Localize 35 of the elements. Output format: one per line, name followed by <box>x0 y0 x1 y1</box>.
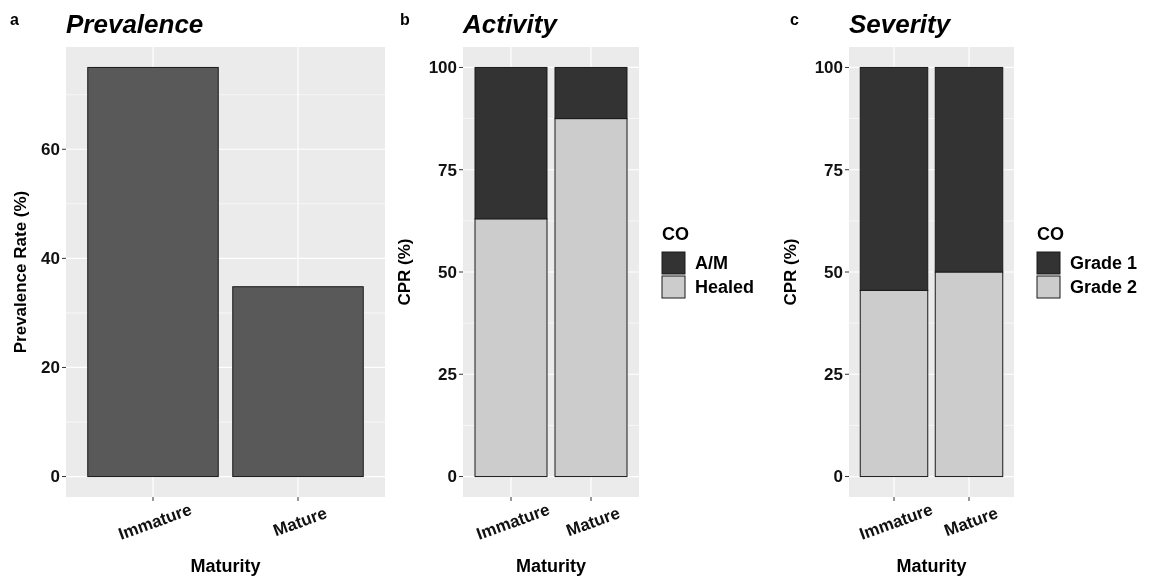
legend-title: CO <box>1037 224 1064 244</box>
y-tick-label: 75 <box>824 160 843 180</box>
legend-title: CO <box>662 224 689 244</box>
y-tick-label: 25 <box>824 365 843 385</box>
legend-label: Grade 2 <box>1070 277 1138 298</box>
chart-title: Activity <box>462 9 559 39</box>
legend-label: Healed <box>695 277 755 298</box>
y-axis-title: CPR (%) <box>395 238 414 306</box>
chart-title: Prevalence <box>66 9 204 39</box>
x-axis-title: Maturity <box>515 556 587 576</box>
y-tick-label: 0 <box>447 467 457 487</box>
y-tick-label: 50 <box>438 262 457 282</box>
y-axis-title: Prevalence Rate (%) <box>11 190 30 354</box>
y-tick-label: 40 <box>41 249 60 269</box>
y-tick-label: 20 <box>41 358 60 378</box>
legend-label: Grade 1 <box>1070 253 1138 274</box>
y-tick-label: 100 <box>814 58 843 78</box>
text: a <box>10 11 19 28</box>
chart-title: Severity <box>849 9 952 39</box>
y-tick-label: 0 <box>833 467 843 487</box>
x-axis-title: Maturity <box>190 556 261 576</box>
y-axis-title: CPR (%) <box>781 238 800 306</box>
y-tick-label: 100 <box>428 58 457 78</box>
text: c <box>790 11 799 28</box>
y-tick-label: 0 <box>50 467 60 487</box>
text: b <box>400 11 410 28</box>
y-tick-label: 25 <box>438 365 457 385</box>
x-tick-label: Mature <box>941 503 1001 541</box>
x-tick-label: Mature <box>563 503 623 541</box>
x-axis-title: Maturity <box>896 556 967 576</box>
y-tick-label: 75 <box>438 160 457 180</box>
x-tick-label: Mature <box>270 503 330 541</box>
legend-label: A/M <box>695 253 728 274</box>
y-tick-label: 50 <box>824 262 843 282</box>
y-tick-label: 60 <box>41 140 60 160</box>
